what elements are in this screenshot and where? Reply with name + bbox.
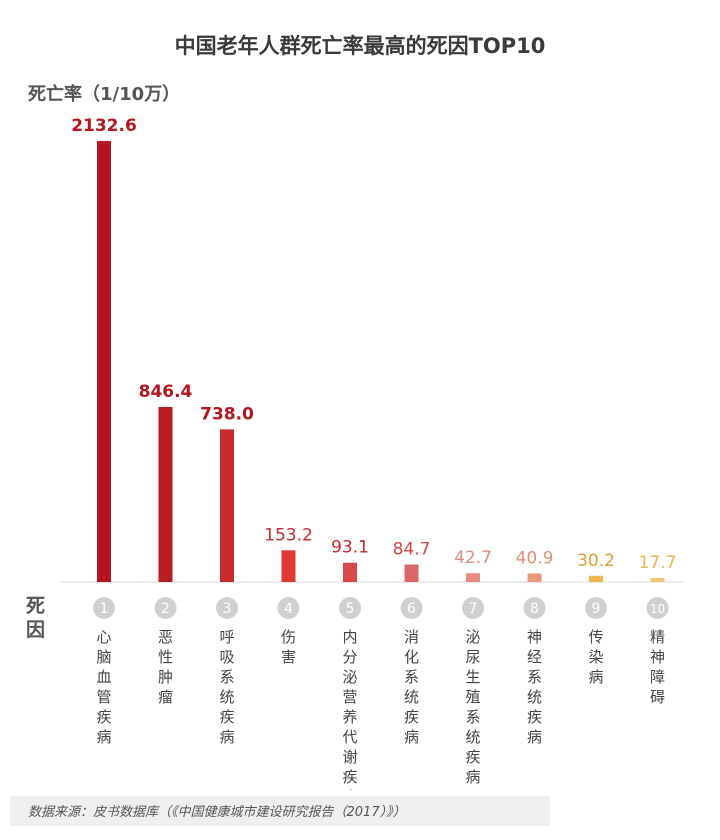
rank-number-3: 3: [223, 601, 232, 617]
rank-number-2: 2: [161, 601, 170, 617]
rank-number-1: 1: [100, 601, 109, 617]
category-label-3: 呼吸系统疾病: [219, 628, 234, 746]
category-label-7: 泌尿生殖系统疾病: [465, 628, 480, 786]
category-label-2: 恶性肿瘤: [158, 628, 173, 706]
rank-badge-9: [585, 597, 607, 619]
rank-badge-6: [400, 597, 423, 619]
rank-number-8: 8: [530, 601, 539, 617]
bar-5: [343, 562, 357, 582]
rank-badge-8: [523, 597, 546, 619]
category-label-5: 内分泌营养代谢疾病: [342, 628, 357, 790]
rank-badge-4: [277, 597, 300, 619]
category-label-1: 心脑血管疾病: [96, 628, 111, 746]
value-label-8: 40.9: [516, 549, 554, 569]
bar-6: [404, 564, 419, 582]
rank-number-10: 10: [650, 602, 665, 616]
category-label-4: 伤害: [281, 628, 296, 666]
value-label-7: 42.7: [454, 548, 492, 568]
bar-1: [97, 141, 111, 582]
bar-3: [220, 429, 234, 582]
y-axis-label: 死亡率（1/10万）: [28, 84, 181, 105]
category-label-10: 精神障碍: [650, 628, 665, 706]
category-label-8: 神经系统疾病: [527, 628, 542, 746]
rank-badge-3: [216, 597, 238, 619]
value-label-2: 846.4: [139, 382, 193, 402]
rank-number-5: 5: [346, 601, 355, 617]
value-label-1: 2132.6: [71, 116, 137, 136]
chart-title: 中国老年人群死亡率最高的死因TOP10: [174, 34, 546, 58]
rank-number-6: 6: [407, 601, 416, 617]
value-label-9: 30.2: [577, 551, 615, 571]
bar-9: [589, 575, 603, 582]
bar-chart: 2132.6 1 心脑血管疾病 846.4 2 恶性肿瘤 738.0 3 呼吸系统疾病 153.2…: [60, 116, 684, 790]
bar-10: [650, 578, 665, 582]
bar-4: [281, 550, 296, 582]
category-label-9: 传染病: [588, 628, 603, 686]
rank-badge-10: [646, 597, 669, 619]
rank-number-4: 4: [284, 601, 293, 617]
source-text: 数据来源：皮书数据库（《中国健康城市建设研究报告（2017）》）: [28, 805, 406, 820]
rank-number-9: 9: [592, 601, 601, 617]
bar-7: [466, 573, 480, 582]
value-label-5: 93.1: [331, 538, 369, 558]
value-label-4: 153.2: [264, 525, 313, 545]
rank-badge-1: [93, 597, 115, 619]
value-label-10: 17.7: [639, 553, 677, 573]
rank-badge-5: [339, 597, 361, 619]
category-label-6: 消化系统疾病: [404, 628, 419, 746]
source-footer: 数据来源：皮书数据库（《中国健康城市建设研究报告（2017）》）: [10, 796, 550, 826]
rank-badge-2: [154, 597, 177, 619]
value-label-3: 738.0: [200, 404, 254, 424]
bar-8: [527, 573, 542, 582]
bar-2: [158, 406, 173, 582]
x-axis-label: 死因: [26, 595, 46, 641]
rank-number-7: 7: [469, 601, 478, 617]
value-label-6: 84.7: [393, 539, 431, 559]
rank-badge-7: [462, 597, 484, 619]
